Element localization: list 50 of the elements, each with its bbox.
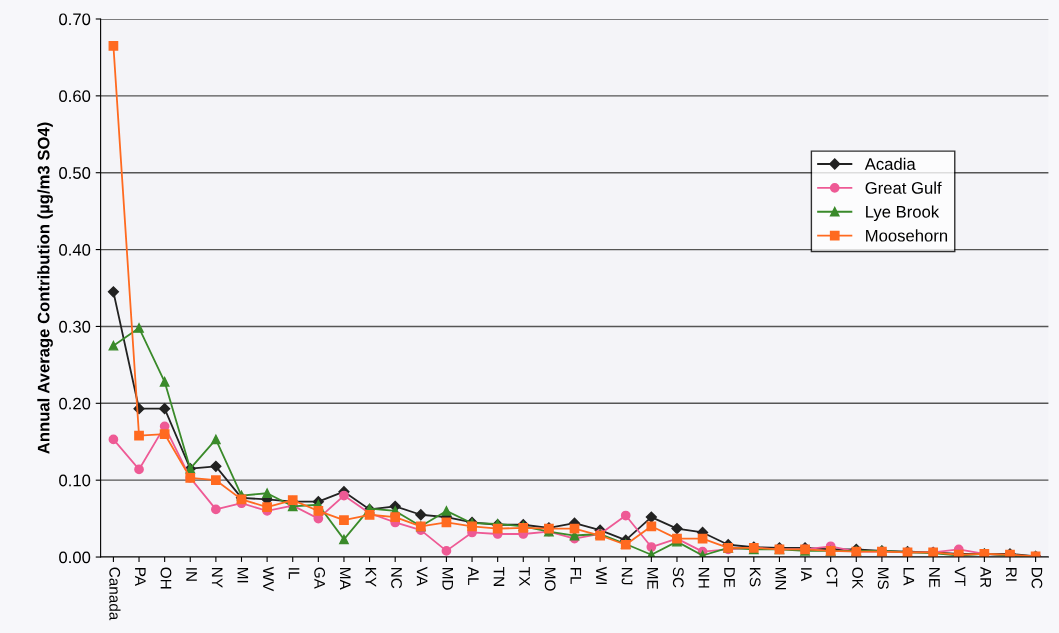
x-tick-label: MN [775, 568, 786, 590]
x-tick-label: IL [288, 568, 300, 579]
x-tick-label: PA [135, 568, 146, 586]
legend-label: Moosehorn [866, 229, 948, 242]
y-tick-label: 0.60 [59, 90, 91, 103]
y-tick-label: 0.00 [59, 551, 91, 564]
x-tick-label: CT [826, 567, 838, 587]
x-tick-label: SC [672, 567, 684, 588]
x-tick-label: ME [647, 568, 658, 590]
legend-label: Lye Brook [866, 205, 940, 222]
x-tick-label: KS [749, 568, 761, 587]
legend-label: Acadia [864, 157, 916, 170]
x-tick-label: MA [340, 568, 351, 590]
x-tick-label: AL [468, 566, 479, 585]
x-tick-label: IA [801, 568, 812, 582]
x-tick-label: OH [160, 567, 172, 589]
x-tick-label: RI [1006, 568, 1017, 581]
x-tick-label: WI [596, 566, 607, 585]
y-tick-label: 0.20 [59, 397, 91, 410]
x-tick-label: Canada [109, 567, 121, 621]
x-tick-label: NH [698, 568, 710, 588]
x-tick-label: VT [954, 566, 966, 586]
x-tick-label: WV [263, 566, 274, 592]
x-tick-label: DE [724, 568, 735, 588]
y-axis-title: Annual Average Contribution (µg/m3 SO4) [37, 122, 53, 454]
y-tick-label: 0.10 [59, 474, 91, 487]
x-tick-label: MI [237, 568, 249, 583]
x-tick-label: KY [365, 568, 377, 587]
x-tick-label: NJ [621, 568, 633, 585]
x-tick-label: FL [570, 568, 582, 585]
legend-label: Great Gulf [865, 181, 942, 194]
x-tick-label: NY [211, 568, 223, 588]
x-tick-label: OK [852, 567, 863, 589]
y-tick-label: 0.30 [59, 320, 91, 333]
x-tick-label: GA [314, 567, 326, 589]
x-tick-label: DC [1031, 568, 1043, 589]
x-tick-label: LA [903, 568, 915, 586]
x-tick-label: VA [416, 566, 428, 586]
x-tick-label: MS [877, 568, 889, 589]
x-tick-label: NC [391, 568, 402, 589]
x-tick-label: NE [929, 568, 940, 588]
y-tick-label: 0.40 [59, 243, 91, 256]
x-tick-label: MD [442, 568, 453, 590]
y-tick-label: 0.70 [59, 13, 91, 26]
y-tick-label: 0.50 [59, 167, 91, 179]
x-tick-label: MO [544, 568, 556, 591]
x-tick-label: TX [519, 567, 530, 586]
x-tick-label: AR [980, 566, 991, 588]
x-tick-label: IN [186, 568, 197, 581]
x-tick-label: TN [493, 567, 505, 586]
